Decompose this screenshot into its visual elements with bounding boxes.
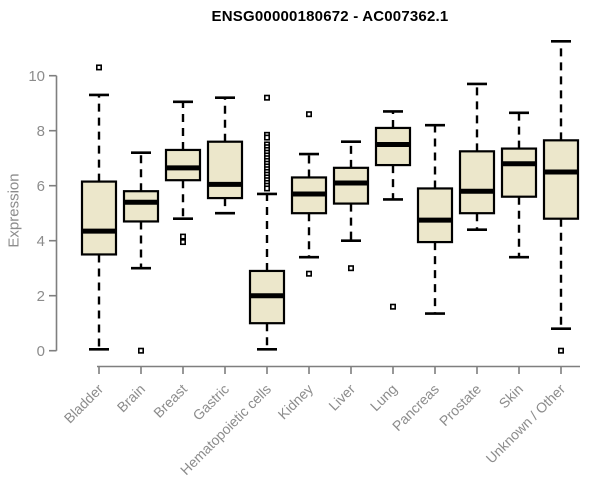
outlier-point: [138, 347, 145, 354]
x-tick-label: Unknown / Other: [483, 381, 569, 467]
y-tick-label: 4: [37, 233, 45, 250]
outlier-point: [263, 134, 270, 141]
outlier-point: [263, 94, 270, 101]
x-tick-label: Prostate: [436, 381, 484, 429]
x-tick-label: Bladder: [61, 381, 107, 427]
box-pancreas: [416, 123, 454, 315]
box-unknown-other: [542, 40, 580, 354]
x-tick-label: Kidney: [275, 381, 317, 423]
outlier-point: [305, 270, 312, 277]
outlier-point: [180, 239, 187, 246]
y-tick-label: 8: [37, 123, 45, 140]
x-tick-label: Breast: [150, 381, 190, 421]
box-breast: [164, 100, 202, 246]
box-liver: [332, 140, 370, 272]
box-gastric: [206, 96, 244, 215]
x-tick-label: Liver: [325, 381, 358, 414]
iqr-box: [206, 140, 244, 200]
box-bladder: [80, 64, 118, 351]
outlier-point: [305, 111, 312, 118]
x-tick-label: Brain: [114, 381, 148, 415]
box-skin: [500, 111, 538, 259]
outlier-point: [347, 265, 354, 272]
y-tick-label: 6: [37, 178, 45, 195]
x-tick-label: Lung: [367, 381, 400, 414]
iqr-box: [416, 187, 454, 244]
box-prostate: [458, 82, 496, 231]
iqr-box: [164, 148, 202, 182]
y-tick-label: 0: [37, 343, 45, 360]
x-tick-label: Pancreas: [389, 381, 442, 434]
outlier-point: [180, 233, 187, 240]
outlier-point: [389, 303, 396, 310]
box-kidney: [290, 111, 328, 277]
iqr-box: [332, 166, 370, 205]
box-brain: [122, 151, 160, 354]
y-tick-label: 2: [37, 288, 45, 305]
iqr-box: [80, 180, 118, 256]
outlier-point: [96, 64, 103, 71]
iqr-box: [458, 150, 496, 215]
outlier-point: [557, 347, 564, 354]
iqr-box: [542, 139, 580, 220]
box-hematopoietic-cells: [248, 94, 286, 351]
outlier-point: [263, 185, 270, 192]
y-tick-label: 10: [28, 68, 45, 85]
chart-title: ENSG00000180672 - AC007362.1: [211, 8, 449, 25]
box-lung: [374, 110, 412, 310]
iqr-box: [122, 190, 160, 223]
x-tick-label: Skin: [496, 381, 527, 412]
iqr-box: [500, 147, 538, 198]
